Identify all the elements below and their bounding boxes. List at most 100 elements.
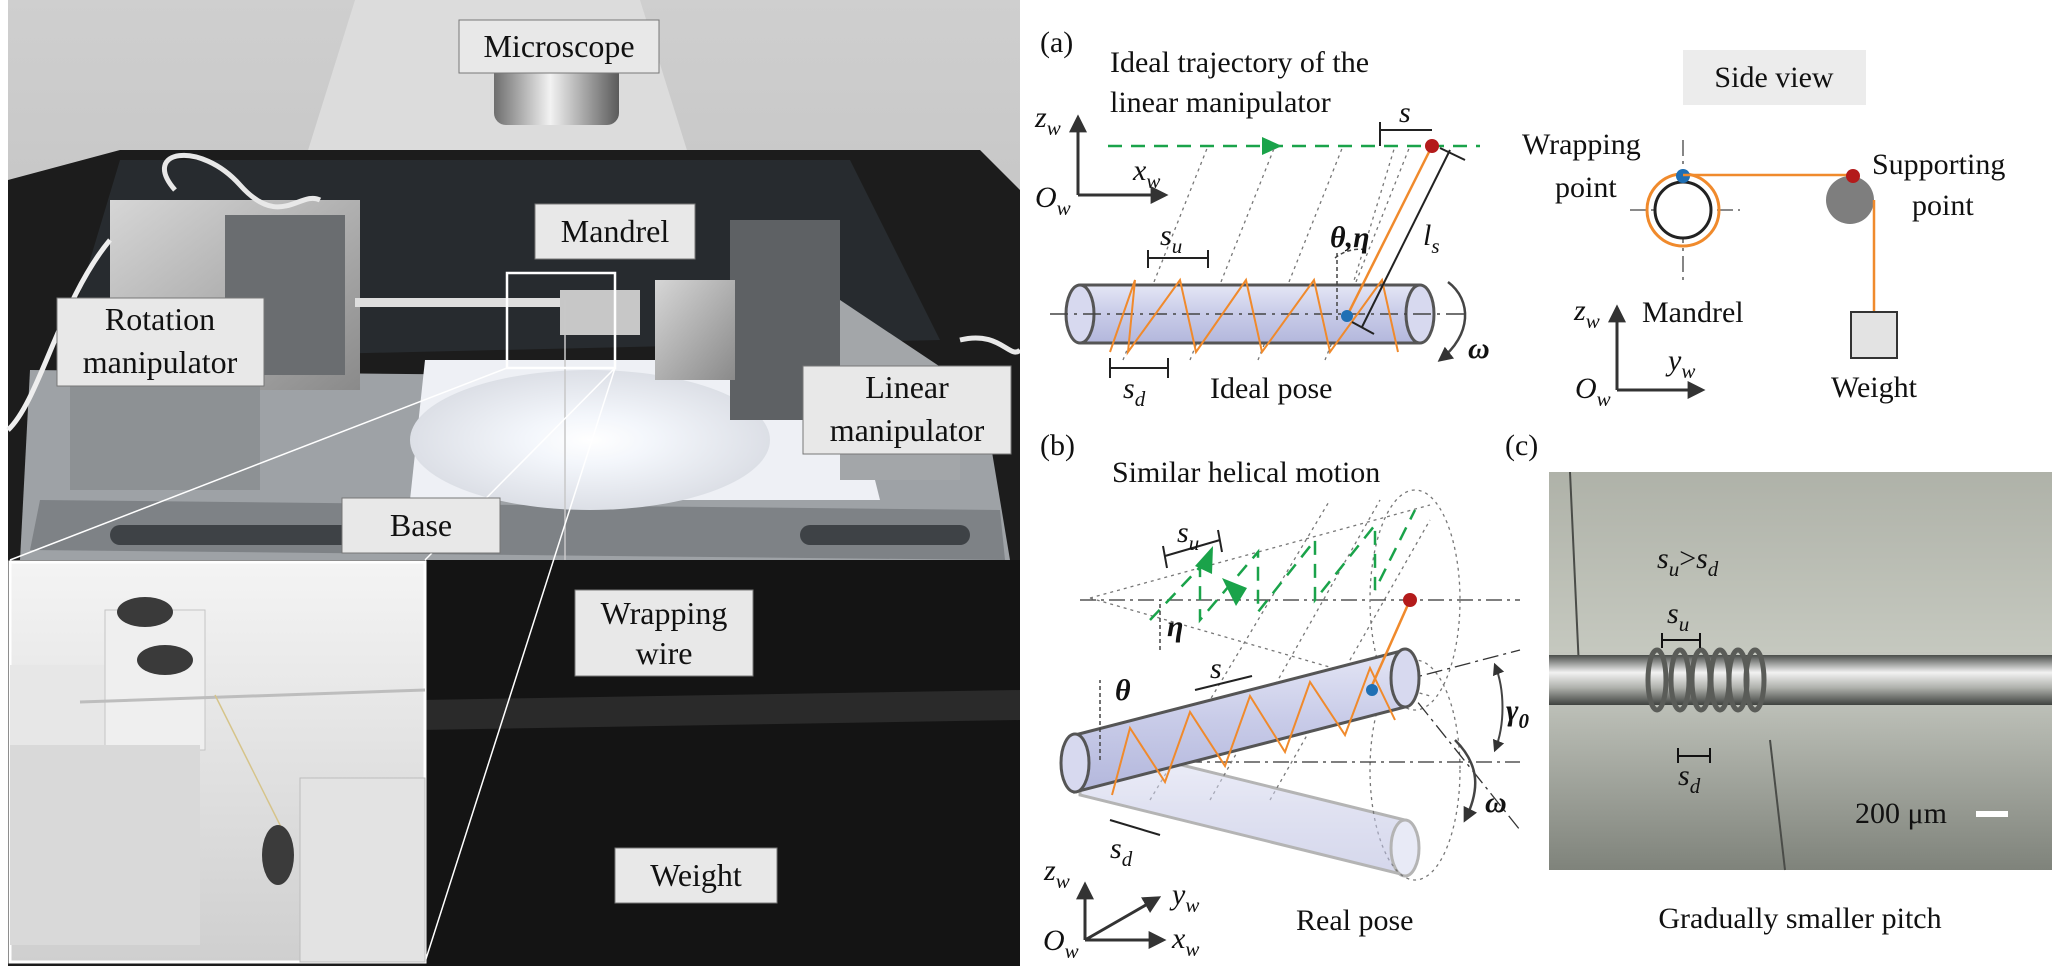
panel-a-omega-arrow <box>1437 281 1467 362</box>
inset-mandrel <box>79 688 426 704</box>
panel-b-wrap-point <box>1366 684 1378 696</box>
label-linear-text-2: manipulator <box>830 412 985 448</box>
panel-b-sd-dim <box>1109 819 1161 836</box>
panel-c: (c) su>sd su sd 200 μm Gradually small <box>1505 429 2052 935</box>
panel-a-origin: Ow <box>1035 181 1071 220</box>
panel-c-fiber-2 <box>1769 739 1786 871</box>
panel-b-trajectory-arrow-2 <box>1195 546 1213 574</box>
panel-a-support-point <box>1425 139 1439 153</box>
side-view-wrapping-1: Wrapping <box>1522 128 1641 161</box>
panel-a-su: su <box>1160 219 1182 258</box>
panel-b-wire <box>1368 599 1412 691</box>
label-mandrel-text: Mandrel <box>561 213 670 249</box>
side-view-supporting-2: point <box>1912 189 1974 222</box>
mandrel-zoom-box <box>505 271 617 370</box>
label-base: Base <box>341 497 501 554</box>
panel-b-eta: η <box>1167 610 1183 643</box>
side-view-supporting-1: Supporting <box>1872 148 2005 181</box>
panel-a-axis-x: xw <box>1132 154 1160 193</box>
panel-c-scale-bar <box>1976 811 2008 817</box>
panel-a-sd: sd <box>1123 372 1146 411</box>
panel-b-s: s <box>1210 652 1222 685</box>
panel-a-s: s <box>1399 96 1411 129</box>
panel-b-sd: sd <box>1110 832 1133 871</box>
stage-rail <box>420 690 1020 730</box>
side-view-pulley <box>1826 176 1874 224</box>
panel-a-mandrel-cylinder <box>1050 283 1470 345</box>
inset-wire <box>214 694 291 846</box>
inset-lower-block <box>10 745 200 945</box>
panel-a-helix <box>1109 277 1399 356</box>
panel-b-helix <box>1111 665 1396 796</box>
panel-a-theta-eta: θ,η <box>1330 221 1370 254</box>
panel-a-wire <box>1345 145 1434 317</box>
panel-a-axis-z: zw <box>1034 101 1061 140</box>
panel-b-support-point <box>1403 593 1417 607</box>
panel-a: (a) Ideal trajectory of the linear manip… <box>1034 26 1490 411</box>
panel-c-fiber-1 <box>1569 471 1581 691</box>
side-view-origin: Ow <box>1575 372 1611 411</box>
panel-b-trajectory-arrow-1 <box>1222 578 1247 606</box>
base-slot-left <box>110 525 400 545</box>
panel-b-omega-arrow <box>1454 739 1478 823</box>
base-slot-right <box>800 525 970 545</box>
cable-right <box>959 335 1020 355</box>
panel-b-trajectory <box>1149 509 1417 624</box>
panel-b-axis-x: xw <box>1171 922 1199 961</box>
label-mandrel: Mandrel <box>534 203 696 260</box>
panel-c-caption: Gradually smaller pitch <box>1658 902 1941 935</box>
label-microscope: Microscope <box>458 19 660 74</box>
panel-b-mandrel-cylinder <box>1059 647 1421 794</box>
cable-left-2 <box>6 238 112 432</box>
panel-b-axis-y: yw <box>1169 878 1199 917</box>
panel-c-rod <box>1549 655 2052 705</box>
inset-support-block <box>299 777 426 963</box>
panel-b: (b) Similar helical motion <box>1040 429 1529 963</box>
panel-b-theta: θ <box>1115 674 1131 707</box>
side-view-axis-z: zw <box>1573 294 1600 333</box>
panel-a-title-2: linear manipulator <box>1110 86 1331 119</box>
panel-a-title-1: Ideal trajectory of the <box>1110 46 1369 79</box>
panel-b-origin: Ow <box>1043 924 1079 963</box>
label-linear-manipulator: Linear manipulator <box>802 365 1012 455</box>
mandrel-holder <box>560 290 640 335</box>
side-view-support-point <box>1846 169 1860 183</box>
label-linear-text-1: Linear <box>865 369 949 405</box>
panel-a-wrap-point <box>1341 310 1353 322</box>
label-wrapping-text-1: Wrapping <box>601 595 728 631</box>
panel-b-s-dim <box>1194 675 1253 691</box>
zoom-line-3 <box>424 367 616 963</box>
panel-c-coils <box>1645 647 1767 713</box>
panel-c-ratio: su>sd <box>1657 542 1719 581</box>
panel-a-omega: ω <box>1468 332 1490 365</box>
panel-a-ls-dim <box>1361 149 1451 328</box>
label-wrapping-wire: Wrapping wire <box>574 589 754 677</box>
panel-b-omega: ω <box>1485 786 1507 819</box>
panel-a-ls: ls <box>1423 219 1440 258</box>
side-view-weight-box <box>1850 311 1898 359</box>
side-view-title: Side view <box>1714 61 1833 94</box>
inset-front-block <box>104 609 206 751</box>
label-wrapping-text-2: wire <box>636 635 693 671</box>
side-view-title-box <box>1683 50 1866 105</box>
light-glow <box>410 370 770 510</box>
side-view-weight: Weight <box>1831 371 1918 404</box>
side-view-axis-y: yw <box>1665 344 1695 383</box>
label-rotation-manipulator: Rotation manipulator <box>56 297 265 387</box>
panel-c-sd: sd <box>1678 759 1701 798</box>
cable-left <box>161 152 322 210</box>
zoom-line-1 <box>9 367 508 561</box>
side-view-wrapping-2: point <box>1555 171 1617 204</box>
panel-a-tag: (a) <box>1040 26 1073 59</box>
linear-manipulator-plate <box>655 280 735 380</box>
panel-b-su-dim <box>1164 539 1221 557</box>
side-view: Side view Wrapping point Supporting poin… <box>1522 50 2005 411</box>
mandrel-rod <box>355 298 565 307</box>
panel-c-tag: (c) <box>1505 429 1538 462</box>
side-view-mandrel-label: Mandrel <box>1642 296 1744 329</box>
label-rotation-text-2: manipulator <box>83 344 238 380</box>
panel-b-tag: (b) <box>1040 429 1075 462</box>
panel-b-axis-z: zw <box>1043 854 1070 893</box>
inset-knob-2 <box>137 645 193 675</box>
